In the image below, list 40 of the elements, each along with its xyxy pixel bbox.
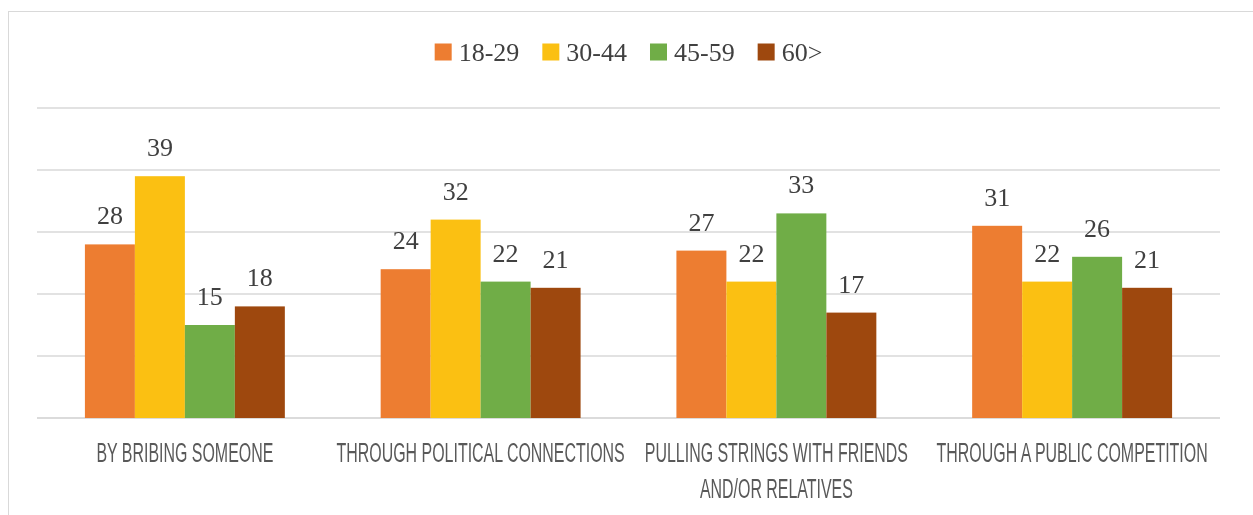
bar [530, 287, 581, 418]
bar [972, 225, 1023, 418]
bar [1022, 281, 1073, 418]
data-label: 22 [492, 238, 519, 268]
data-label: 39 [146, 133, 173, 163]
bar [84, 244, 135, 418]
data-label: 28 [96, 201, 123, 231]
x-tick-label: BY BRIBING SOMEONE [96, 436, 274, 469]
legend-label: 18-29 [458, 38, 520, 67]
bar [380, 269, 431, 418]
x-tick-label: PULLING STRINGS WITH FRIENDS AND/OR RELATIVES [644, 436, 908, 505]
data-label: 21 [1134, 244, 1161, 274]
data-label: 32 [442, 176, 469, 206]
bar [1072, 256, 1123, 418]
bar [184, 325, 235, 418]
legend-label: 45-59 [674, 38, 735, 67]
legend-label: 60> [781, 38, 823, 67]
data-label: 18 [246, 263, 273, 293]
bar [1122, 287, 1173, 418]
bar [726, 281, 777, 418]
bar [826, 312, 877, 418]
bar [234, 306, 285, 418]
data-label: 22 [738, 238, 765, 268]
x-tick-label: THROUGH POLITICAL CONNECTIONS [336, 436, 625, 469]
data-label: 22 [1034, 238, 1061, 268]
data-label: 24 [392, 226, 419, 256]
x-tick-label: THROUGH A PUBLIC COMPETITION [936, 436, 1208, 469]
data-label: 26 [1084, 213, 1111, 243]
data-label: 15 [196, 282, 223, 311]
data-label: 33 [788, 170, 815, 200]
bar [480, 281, 531, 418]
data-label: 31 [984, 182, 1011, 212]
data-label: 27 [688, 207, 715, 237]
data-label: 21 [542, 244, 569, 274]
bar [430, 219, 481, 418]
bar [776, 213, 827, 418]
data-label: 17 [838, 269, 865, 299]
bar [676, 250, 727, 418]
bar [134, 176, 185, 418]
legend-label: 30-44 [566, 38, 628, 67]
